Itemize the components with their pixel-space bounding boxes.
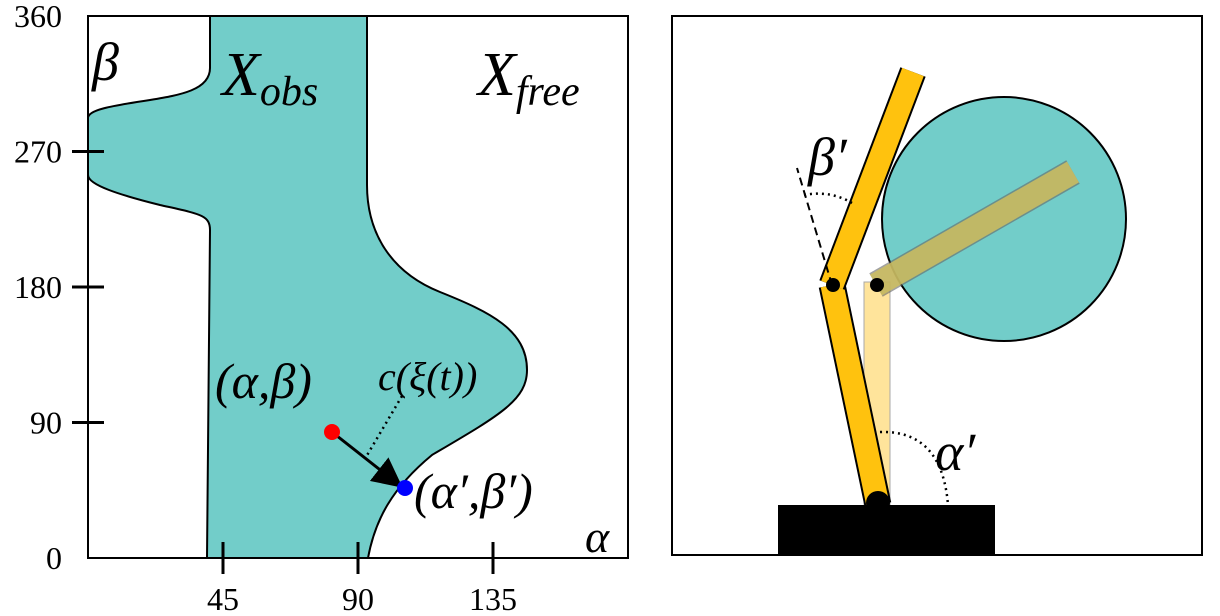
y-tick-label: 270	[14, 134, 62, 170]
contact-label: (α′,β′)	[414, 463, 533, 519]
robot-base	[778, 505, 995, 555]
start-label: (α,β)	[215, 353, 312, 409]
x-tick-label: 45	[207, 581, 239, 616]
beta-prime-label: β′	[807, 127, 848, 187]
beta-axis-label: β	[91, 32, 119, 92]
page: {"config_space": {"beta_label": "β", "ob…	[0, 0, 1220, 616]
beta-arc	[804, 194, 852, 203]
label-sub: free	[516, 69, 580, 115]
elbow-joint	[826, 278, 840, 292]
y-tick-label: 180	[14, 269, 62, 305]
y-tick-label: 0	[46, 540, 62, 576]
start-point	[324, 424, 340, 440]
ghost-elbow-joint	[870, 278, 884, 292]
path-label: c(ξ(t))	[378, 354, 477, 399]
y-tick-label: 90	[30, 405, 62, 441]
alpha-axis-label: α	[585, 511, 610, 562]
workspace-panel: β′ α′	[672, 16, 1202, 555]
label-sub: obs	[260, 69, 318, 115]
contact-point	[397, 480, 413, 496]
x-tick-label: 90	[342, 581, 374, 616]
figure: β Xobs Xfree α (α,β) c(ξ(t)) (α′,β′) 45 9…	[0, 0, 1220, 616]
config-space-panel: β Xobs Xfree α (α,β) c(ξ(t)) (α′,β′) 45 9…	[14, 0, 628, 616]
label-main: X	[219, 41, 262, 109]
x-tick-label: 135	[469, 581, 517, 616]
free-label: Xfree	[475, 41, 580, 115]
base-joint	[866, 491, 890, 515]
alpha-prime-label: α′	[935, 422, 976, 482]
y-tick-label: 360	[14, 0, 62, 34]
label-main: X	[475, 41, 518, 109]
